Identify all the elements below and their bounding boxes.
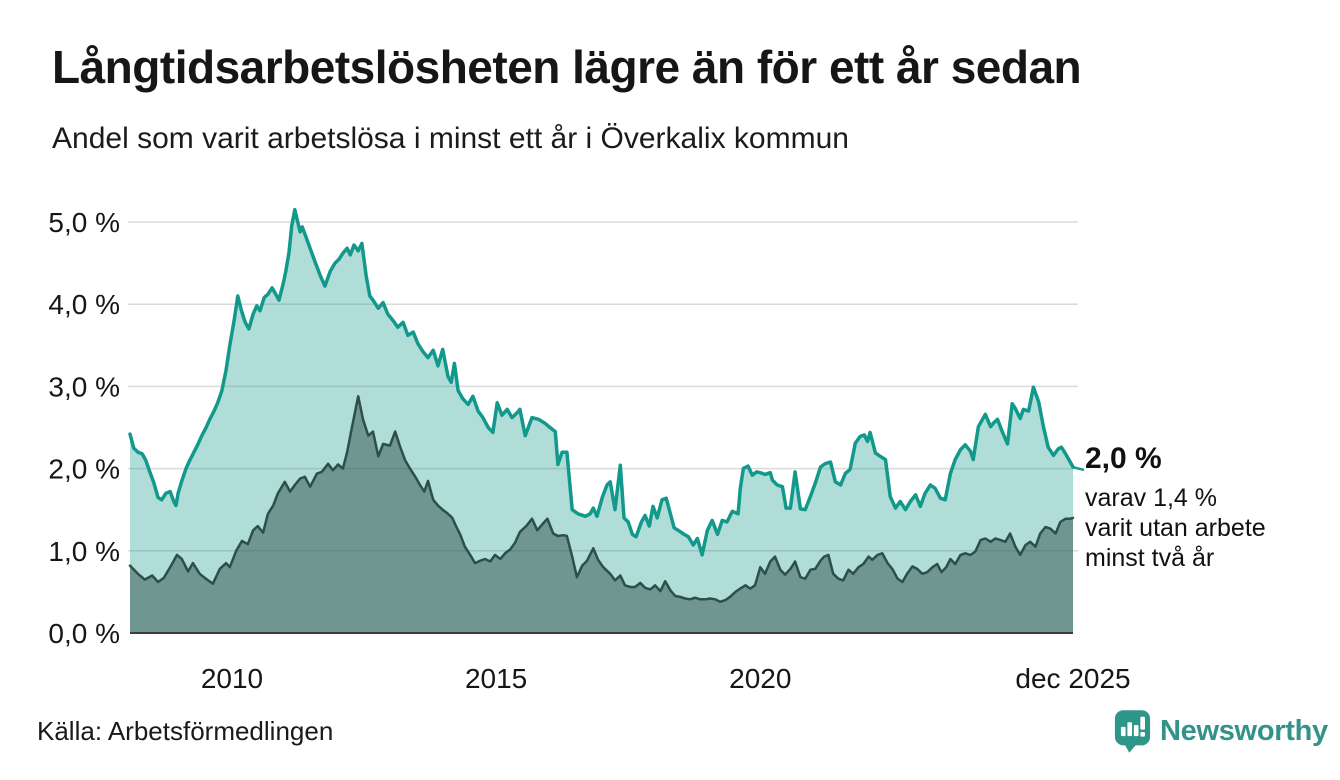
y-axis-tick-label: 4,0 % — [48, 289, 120, 320]
annotation-leader-line — [1071, 465, 1085, 472]
x-axis-tick-label: 2015 — [465, 663, 527, 694]
newsworthy-logo: Newsworthy — [1114, 709, 1328, 754]
annotation-line: varit utan arbete — [1085, 514, 1266, 542]
y-axis-tick-label: 1,0 % — [48, 536, 120, 567]
series-line-minst-ett-ar — [128, 207, 1075, 557]
newsworthy-logo-text: Newsworthy — [1160, 715, 1328, 747]
series-line-minst-tva-ar — [128, 395, 1075, 604]
y-axis-tick-label: 5,0 % — [48, 207, 120, 238]
x-axis-tick-label: 2010 — [201, 663, 263, 694]
annotation-line: minst två år — [1085, 544, 1215, 572]
y-axis-tick-label: 2,0 % — [48, 454, 120, 485]
x-axis-tick-label: 2020 — [729, 663, 791, 694]
source-caption: Källa: Arbetsförmedlingen — [37, 716, 334, 746]
series-area-minst-tva-ar — [130, 396, 1073, 633]
y-axis-tick-label: 0,0 % — [48, 618, 120, 649]
annotation-line: varav 1,4 % — [1085, 484, 1218, 512]
chart-subtitle: Andel som varit arbetslösa i minst ett å… — [52, 122, 849, 155]
page-title: Långtidsarbetslösheten lägre än för ett … — [52, 41, 1082, 93]
latest-value-label: 2,0 % — [1085, 442, 1162, 475]
x-axis-tick-label: dec 2025 — [1015, 663, 1130, 694]
y-axis-tick-label: 3,0 % — [48, 371, 120, 402]
newsworthy-logo-icon — [1114, 710, 1151, 753]
latest-value-annotation: 2,0 % varav 1,4 % varit utan arbete mins… — [1085, 442, 1315, 573]
